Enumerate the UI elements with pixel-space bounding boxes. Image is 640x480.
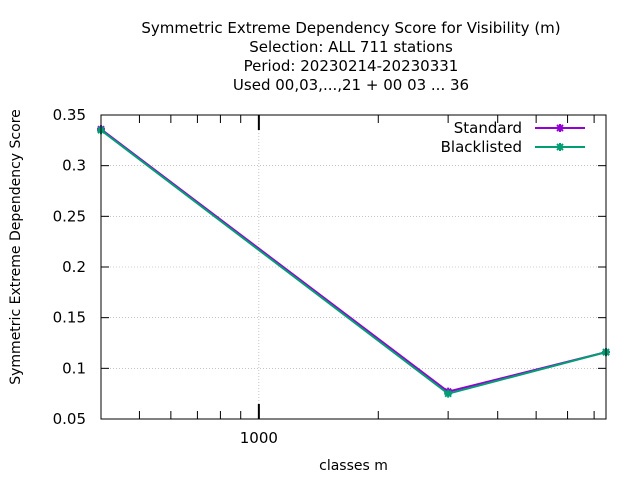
title-line: Selection: ALL 711 stations	[249, 38, 453, 56]
chart-title: Symmetric Extreme Dependency Score for V…	[141, 19, 560, 94]
legend-label: Blacklisted	[441, 138, 522, 156]
axis-ticks: 0.05 0.1 0.15 0.2 0.25 0.3 0.35 1000	[53, 106, 606, 447]
x-tick-label: 1000	[240, 429, 278, 447]
legend-label: Standard	[454, 119, 522, 137]
y-tick-label: 0.05	[53, 410, 86, 428]
legend-marker	[556, 124, 564, 132]
y-tick-label: 0.15	[53, 309, 86, 327]
y-tick-label: 0.3	[62, 157, 86, 175]
series-group	[97, 125, 610, 398]
y-tick-label: 0.1	[62, 359, 86, 377]
plot-frame	[100, 114, 607, 420]
y-tick-label: 0.2	[62, 258, 86, 276]
y-axis-label: Symmetric Extreme Dependency Score	[8, 109, 24, 385]
title-line: Symmetric Extreme Dependency Score for V…	[141, 19, 560, 37]
title-line: Period: 20230214-20230331	[244, 57, 459, 75]
series-line-blacklisted	[100, 129, 607, 395]
legend-marker	[556, 143, 564, 151]
grid-lines	[101, 115, 606, 419]
title-line: Used 00,03,...,21 + 00 03 ... 36	[233, 76, 469, 94]
y-tick-label: 0.35	[53, 106, 86, 124]
data-point	[444, 389, 453, 398]
y-tick-label: 0.25	[53, 207, 86, 225]
series-line-standard	[100, 128, 607, 393]
x-axis-label: classes m	[319, 458, 388, 474]
